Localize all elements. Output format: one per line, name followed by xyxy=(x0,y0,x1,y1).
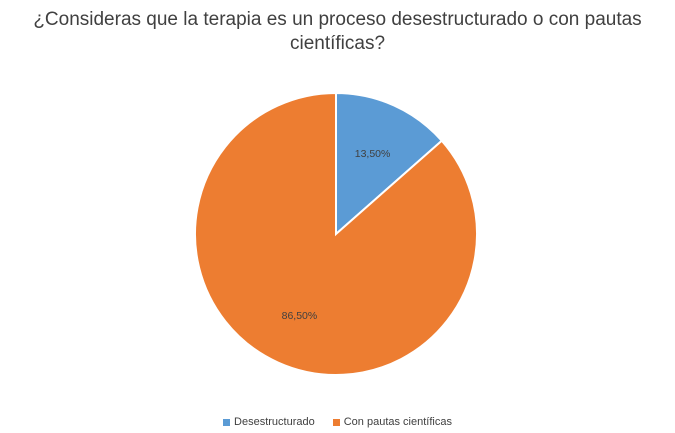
data-label-desestructurado: 13,50% xyxy=(355,148,391,160)
legend-label-desestructurado: Desestructurado xyxy=(234,416,315,428)
chart-title-line-2: científicas? xyxy=(289,33,386,54)
chart-title: ¿Consideras que la terapia es un proceso… xyxy=(30,8,645,56)
pie-slice-con-pautas xyxy=(194,91,478,376)
legend-swatch-con-pautas xyxy=(332,418,340,426)
legend-swatch-desestructurado xyxy=(223,418,231,426)
legend-item-con-pautas: Con pautas científicas xyxy=(332,416,452,428)
legend-label-con-pautas: Con pautas científicas xyxy=(343,416,452,428)
legend: Desestructurado Con pautas científicas xyxy=(0,416,675,428)
chart-title-line-1: ¿Consideras que la terapia es un proceso… xyxy=(33,9,642,30)
legend-item-desestructurado: Desestructurado xyxy=(223,416,315,428)
pie-slice-desestructurado xyxy=(335,91,444,237)
data-label-con-pautas: 86,50% xyxy=(282,310,318,322)
